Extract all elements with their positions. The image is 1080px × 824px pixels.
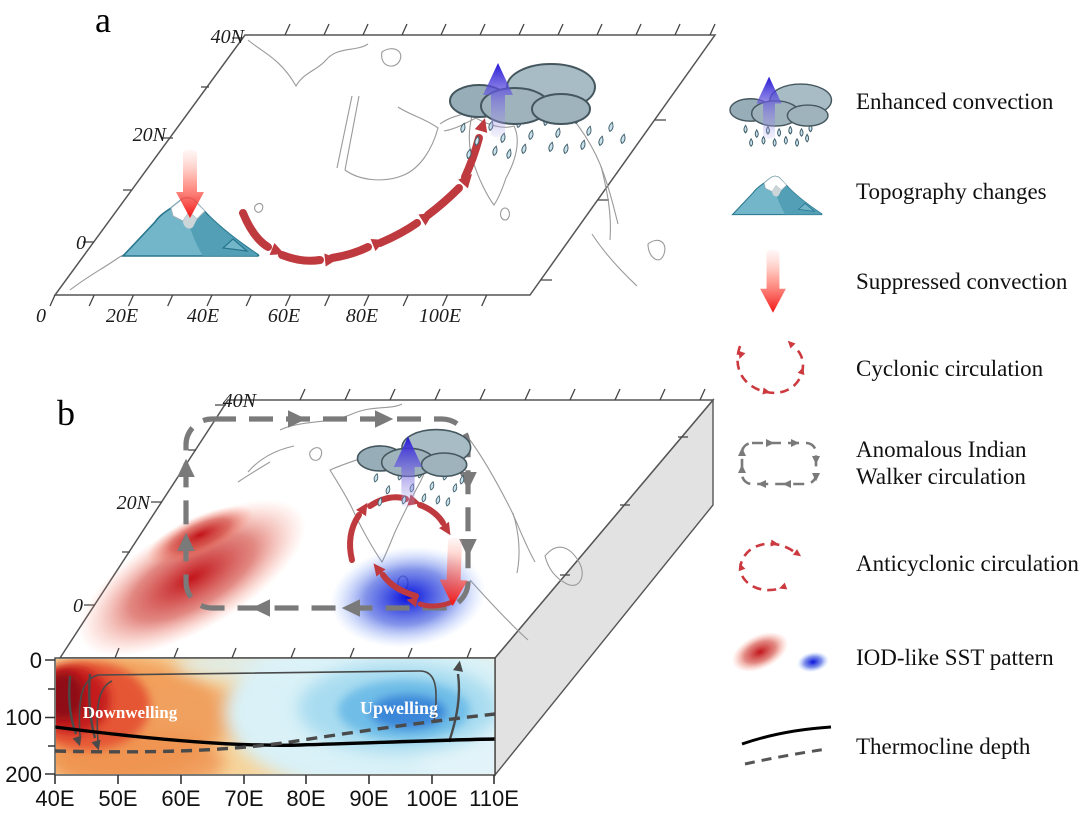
lon-tick-label: 80E [346, 305, 378, 327]
panel-a-letter: a [95, 0, 111, 40]
thermocline-solid-line [54, 725, 496, 747]
upwelling-label: Upwelling [360, 698, 438, 718]
lon-tick-label: 110E [469, 786, 519, 811]
legend-label-cyclonic-circulation: Cyclonic circulation [856, 356, 1044, 381]
cold-sst-legend-blob [797, 651, 829, 673]
lon-tick-label: 20E [106, 305, 138, 327]
cross-section-border [54, 657, 496, 776]
legend-label-anticyclonic-circulation: Anticyclonic circulation [856, 551, 1079, 576]
lat-tick-label: 0 [73, 595, 83, 617]
panel-b-axis-labels: 40N 20N 0 [73, 390, 258, 617]
warm-sst-blob-horn [146, 505, 254, 565]
lon-tick-label: 0 [36, 305, 46, 327]
legend-label-walker-circulation: Anomalous Indian Walker circulation [856, 437, 1027, 490]
lon-tick-label: 100E [406, 786, 457, 811]
depth-tick-label: 200 [5, 762, 42, 787]
walker-circulation-loop [177, 410, 477, 617]
depth-tick-label: 0 [30, 648, 42, 673]
sst-anomalies [78, 499, 486, 657]
anticyclonic-circulation-icon [736, 539, 804, 592]
lat-tick-label: 0 [76, 232, 86, 254]
lon-tick-label: 40E [187, 305, 219, 327]
warm-sst-legend-blob [731, 632, 789, 672]
warm-sst-blob [78, 499, 306, 657]
depth-axis-labels: 0 100 200 [5, 648, 42, 787]
cross-section-lon-labels: 40E 50E 60E 70E 80E 90E 100E 110E [35, 786, 518, 811]
lat-tick-label: 20N [117, 492, 152, 514]
panel-b-letter: b [57, 393, 75, 433]
depth-tick-label: 100 [5, 705, 42, 730]
lon-tick-label: 40E [35, 786, 74, 811]
cross-section-axis-ticks [45, 659, 495, 784]
lon-tick-label: 60E [268, 305, 300, 327]
panel-a: a 40N 20N [36, 0, 717, 327]
panel-a-axis-labels: 40N 20N 0 0 20E 40E 60E 80E 100E [36, 26, 461, 327]
thermocline-dashed-line [54, 712, 496, 754]
legend-label-iod-sst-pattern: IOD-like SST pattern [856, 645, 1054, 670]
walker-circulation-icon [737, 438, 821, 489]
panel-b: b [5, 388, 715, 811]
panel-a-ticks [49, 23, 716, 307]
lat-tick-label: 20N [133, 124, 168, 146]
suppressed-convection-icon [760, 249, 786, 313]
upwelling-arrow [447, 659, 465, 743]
legend-label-topography-changes: Topography changes [856, 179, 1047, 204]
lat-tick-label: 40N [223, 390, 258, 412]
lon-tick-label: 50E [98, 786, 137, 811]
lon-tick-label: 80E [286, 786, 325, 811]
lon-tick-label: 70E [224, 786, 263, 811]
legend-label-enhanced-convection: Enhanced convection [856, 89, 1054, 114]
lat-tick-label: 40N [211, 26, 246, 48]
iod-sst-pattern-icon [731, 632, 829, 673]
legend-label-thermocline-depth: Thermocline depth [856, 734, 1031, 759]
cyclonic-circulation-icon [736, 338, 807, 396]
lon-tick-label: 60E [161, 786, 200, 811]
cross-section: Downwelling Upwelling 0 100 200 40E 50E … [5, 648, 519, 811]
topography-changes-icon [731, 175, 823, 216]
thermocline-depth-icon [741, 725, 832, 766]
lon-tick-label: 100E [419, 305, 461, 327]
downwelling-label: Downwelling [83, 703, 178, 722]
legend [729, 76, 833, 766]
lon-tick-label: 90E [349, 786, 388, 811]
enhanced-convection-icon [729, 76, 833, 147]
cold-sst-blob [330, 546, 486, 648]
legend-label-suppressed-convection: Suppressed convection [856, 269, 1068, 294]
